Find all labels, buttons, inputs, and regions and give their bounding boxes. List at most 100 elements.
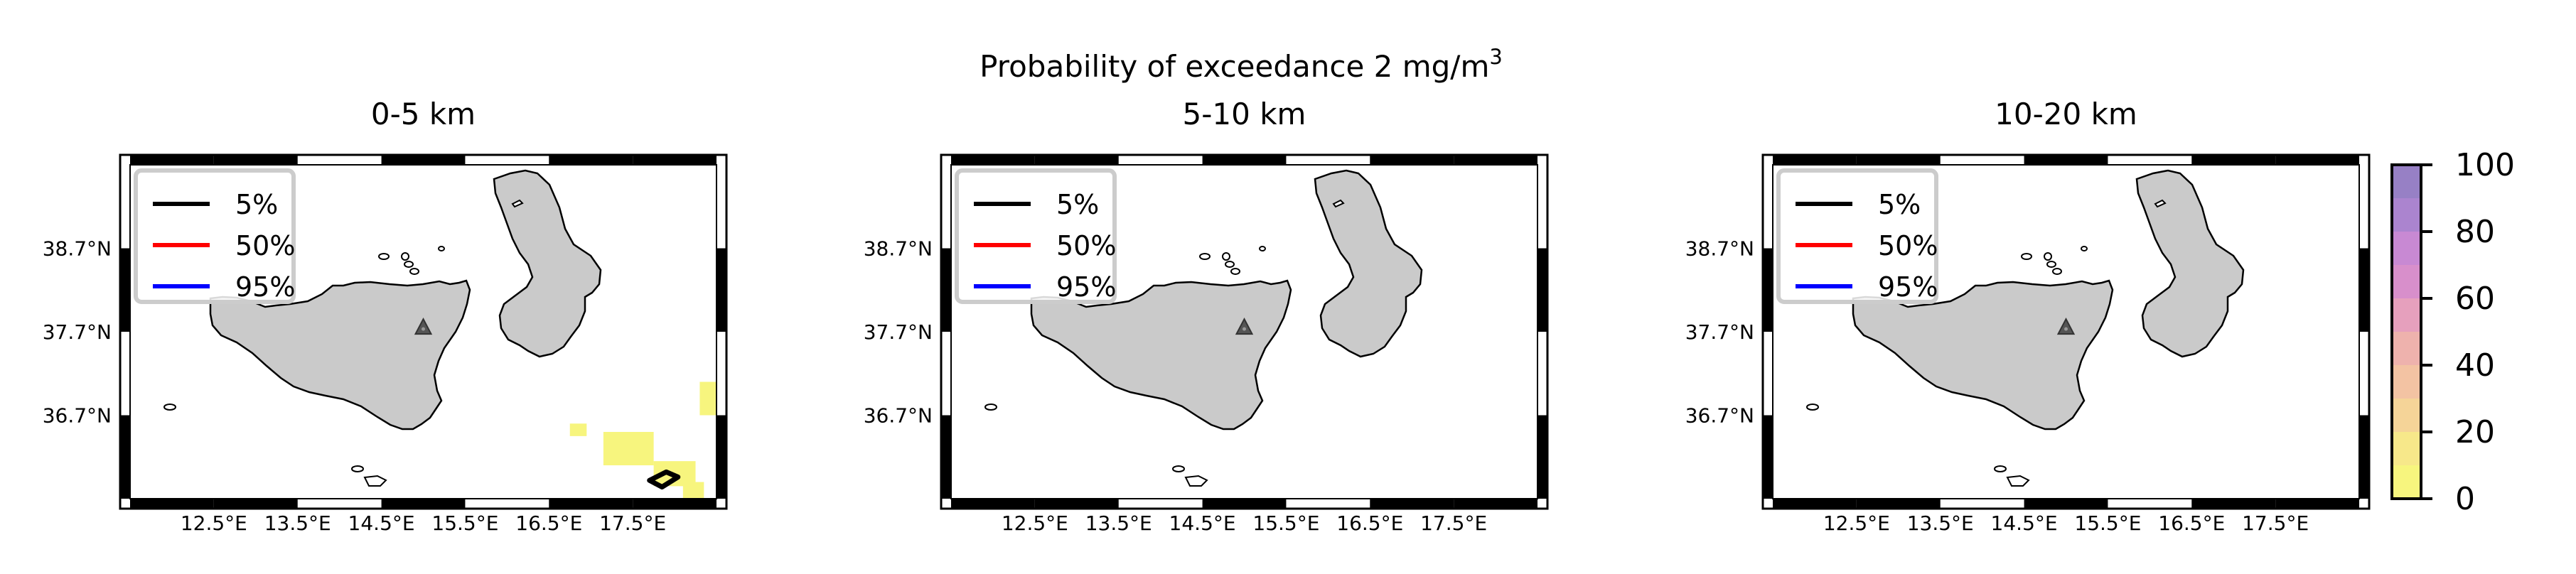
y-tick-label: 37.7°N — [864, 320, 933, 344]
x-tick-label: 16.5°E — [515, 511, 582, 535]
legend-label: 50% — [235, 230, 295, 261]
x-tick-label: 17.5°E — [599, 511, 666, 535]
colorbar-frame — [2390, 163, 2422, 500]
legend: 5% 50% 95% — [1776, 168, 1938, 304]
frame-segment — [1370, 155, 1454, 165]
colorbar-segment — [2392, 165, 2421, 198]
colorbar-segment — [2392, 232, 2421, 265]
probability-cell — [682, 482, 704, 499]
y-tick-label: 38.7°N — [864, 237, 933, 261]
panel-title: 0-5 km — [371, 97, 476, 131]
contour-5pct — [647, 469, 681, 489]
frame-segment — [213, 499, 298, 509]
frame-segment — [1454, 499, 1537, 509]
probability-cell — [699, 381, 717, 416]
frame-segment — [717, 248, 726, 332]
frame-segment — [1763, 248, 1773, 332]
colorbar-segment — [2392, 399, 2421, 432]
colorbar-tick-label: 20 — [2455, 414, 2495, 450]
frame-segment — [381, 499, 466, 509]
volcano-vent — [1243, 327, 1246, 331]
frame-segment — [1773, 155, 1857, 165]
colorbar-tick-label: 60 — [2455, 281, 2495, 317]
legend-label: 50% — [1056, 230, 1116, 261]
frame-segment — [633, 499, 717, 509]
y-tick-label: 37.7°N — [43, 320, 112, 344]
frame-segment — [1537, 415, 1547, 499]
map-panel-10-20km: 10-20 km 12.5°E 13.5°E 14.5°E 15.5°E 16.5°E 17… — [1685, 97, 2371, 535]
y-tick-label: 36.7°N — [1685, 404, 1754, 428]
legend: 5% 50% 95% — [134, 168, 296, 304]
frame-segment — [951, 155, 1035, 165]
frame-segment — [2024, 155, 2108, 165]
frame-segment — [213, 155, 298, 165]
colorbar-segment — [2392, 465, 2421, 499]
probability-cell — [603, 432, 654, 465]
volcano-marker — [414, 317, 433, 335]
frame-segment — [1034, 155, 1119, 165]
frame-segment — [1202, 499, 1287, 509]
frame-segment — [1202, 155, 1287, 165]
frame-segment — [549, 155, 633, 165]
frame-segment — [2275, 155, 2359, 165]
y-tick-label: 38.7°N — [1685, 237, 1754, 261]
panel-title: 10-20 km — [1995, 97, 2137, 131]
x-tick-label: 12.5°E — [1823, 511, 1890, 535]
y-tick-label: 36.7°N — [43, 404, 112, 428]
legend: 5% 50% 95% — [955, 168, 1117, 304]
colorbar-tick-label: 40 — [2455, 347, 2495, 384]
legend-label: 5% — [1056, 189, 1099, 220]
colorbar-tick-label: 100 — [2455, 147, 2515, 183]
legend-label: 95% — [235, 271, 295, 303]
x-tick-label: 15.5°E — [1252, 511, 1319, 535]
x-tick-label: 15.5°E — [2074, 511, 2141, 535]
volcano-marker — [2056, 317, 2076, 335]
y-tick-label: 38.7°N — [43, 237, 112, 261]
frame-segment — [1856, 155, 1941, 165]
figure-title: Probability of exceedance 2 mg/m3 — [980, 45, 1503, 84]
frame-segment — [381, 155, 466, 165]
map-panel-0-5km: 0-5 km 12.5°E 13.5°E 14.5°E 15.5°E 16.5°E 17.5… — [43, 97, 728, 535]
frame-segment — [2275, 499, 2359, 509]
frame-segment — [2359, 415, 2369, 499]
legend-label: 95% — [1056, 271, 1116, 303]
x-tick-label: 13.5°E — [1085, 511, 1152, 535]
frame-segment — [1763, 415, 1773, 499]
legend-label: 50% — [1878, 230, 1938, 261]
frame-segment — [2191, 155, 2276, 165]
volcano-vent — [2064, 327, 2068, 331]
frame-segment — [2191, 499, 2276, 509]
volcano-vent — [422, 327, 425, 331]
x-tick-label: 13.5°E — [1907, 511, 1974, 535]
x-tick-label: 14.5°E — [1169, 511, 1236, 535]
colorbar-segment — [2392, 265, 2421, 298]
x-tick-label: 14.5°E — [348, 511, 415, 535]
colorbar-segment — [2392, 365, 2421, 399]
colorbar-segment — [2392, 332, 2421, 365]
colorbar-segment — [2392, 432, 2421, 465]
legend-label: 5% — [1878, 189, 1921, 220]
colorbar-segment — [2392, 298, 2421, 332]
frame-segment — [130, 155, 214, 165]
map-panel-5-10km: 5-10 km 12.5°E 13.5°E 14.5°E 15.5°E 16.5°E 17.… — [864, 97, 1549, 535]
colorbar-segment — [2392, 198, 2421, 232]
legend-label: 95% — [1878, 271, 1938, 303]
frame-segment — [1034, 499, 1119, 509]
colorbar: 0 20 40 60 80 100 — [2390, 147, 2515, 517]
probability-cell — [569, 423, 587, 436]
x-tick-label: 15.5°E — [431, 511, 498, 535]
colorbar-tick-label: 0 — [2455, 481, 2475, 517]
frame-segment — [2359, 248, 2369, 332]
colorbar-tick-label: 80 — [2455, 214, 2495, 250]
frame-segment — [120, 415, 130, 499]
frame-segment — [1454, 155, 1537, 165]
x-tick-label: 13.5°E — [264, 511, 331, 535]
frame-segment — [633, 155, 717, 165]
y-tick-label: 37.7°N — [1685, 320, 1754, 344]
legend-label: 5% — [235, 189, 278, 220]
panel-title: 5-10 km — [1183, 97, 1306, 131]
frame-segment — [1773, 499, 1857, 509]
frame-segment — [120, 248, 130, 332]
frame-segment — [2024, 499, 2108, 509]
frame-segment — [130, 499, 214, 509]
